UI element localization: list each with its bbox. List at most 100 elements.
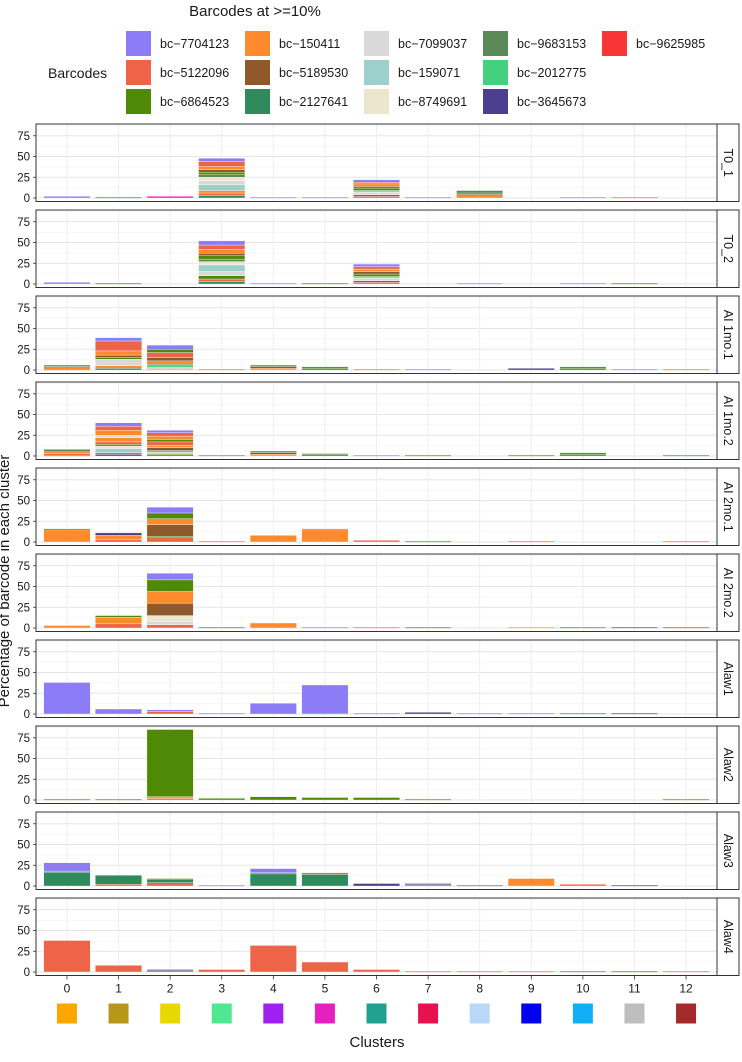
legend-swatch (245, 31, 270, 56)
bar-segment (611, 970, 658, 973)
bar-segment (95, 196, 142, 199)
legend-item-label: bc−6864523 (160, 95, 229, 109)
y-tick-label: 75 (17, 475, 30, 487)
bar-segment (95, 452, 142, 455)
bar-segment (353, 187, 400, 191)
bar-segment (249, 873, 297, 887)
bar-segment (249, 868, 297, 873)
bar-segment (353, 268, 400, 272)
bar-segment (146, 439, 194, 443)
x-tick-label: 0 (64, 982, 71, 996)
bar-segment (249, 945, 297, 973)
bar-segment (198, 244, 246, 250)
y-tick-label: 75 (17, 905, 30, 917)
legend-item-label: bc−9625985 (636, 37, 705, 51)
bar-segment (198, 884, 246, 887)
bar-segment (301, 282, 349, 285)
bar-segment (198, 454, 246, 457)
legend-swatch (483, 31, 508, 56)
cluster-color-swatch (56, 1003, 77, 1024)
y-tick-label: 0 (24, 279, 30, 291)
bar-segment (95, 875, 142, 885)
bar-segment (249, 622, 297, 629)
y-tick-label: 0 (24, 193, 30, 205)
bar-segment (198, 190, 246, 194)
bar-segment (301, 712, 349, 715)
legend-item-label: bc−9683153 (517, 37, 586, 51)
bar-segment (95, 454, 142, 457)
bar-segment (146, 882, 194, 887)
bar-segment (43, 196, 91, 199)
bar-segment (507, 454, 555, 457)
bar-segment (146, 360, 194, 365)
legend-item-label: bc−3645673 (517, 95, 586, 109)
facet-strip (716, 553, 740, 632)
x-axis: 0 1 2 3 4 5 6 7 8 9 10 11 12 (56, 975, 697, 1024)
y-tick-label: 50 (17, 324, 30, 336)
facet-strip-label: Alaw3 (721, 834, 735, 868)
legend-item-label: bc−7099037 (398, 37, 467, 51)
bar-segment (249, 364, 297, 367)
bar-segment (43, 282, 91, 285)
bar-segment (301, 684, 349, 714)
bar-segment (662, 798, 710, 801)
bar-segment (95, 539, 142, 543)
bar-segment (198, 626, 246, 629)
bar-segment (43, 798, 91, 801)
bar-segment (249, 872, 297, 875)
x-tick-label: 6 (373, 982, 380, 996)
bar-segment (198, 258, 246, 262)
bar-segment (353, 263, 400, 267)
bar-segment (611, 196, 658, 199)
y-tick-label: 0 (24, 967, 30, 979)
bar-segment (404, 970, 452, 973)
bar-segment (146, 441, 194, 446)
legend-swatch (483, 60, 508, 85)
bar-segment (95, 340, 142, 352)
bar-segment (559, 368, 607, 371)
facet-panels: 0 25 50 75 T0_1 0 25 50 75 T0_2 0 25 50 75 AI 1mo.1 0 25… (17, 123, 740, 979)
facet-panel: 0 25 50 75 Alaw2 (17, 725, 740, 807)
bar-segment (95, 965, 142, 973)
bar-segment (198, 540, 246, 543)
facet-strip (716, 467, 740, 546)
bar-segment (353, 278, 400, 281)
bar-segment (198, 278, 246, 282)
legend-item-label: bc−150411 (279, 37, 340, 51)
bar-segment (662, 368, 710, 371)
bar-segment (249, 282, 297, 285)
bar-segment (456, 282, 504, 285)
y-tick-label: 50 (17, 582, 30, 594)
facet-strip-label: T0_2 (721, 235, 735, 264)
bar-segment (146, 579, 194, 592)
y-tick-label: 25 (17, 860, 30, 872)
bar-segment (95, 422, 142, 427)
facet-strip-label: Alaw4 (721, 920, 735, 954)
bar-segment (456, 190, 504, 194)
bar-segment (301, 196, 349, 199)
bar-segment (198, 169, 246, 173)
bar-segment (43, 528, 91, 531)
bar-segment (95, 425, 142, 431)
bar-segment (146, 878, 194, 880)
bar-segment (507, 712, 555, 715)
bar-segment (146, 451, 194, 455)
bar-segment (353, 266, 400, 270)
x-tick-label: 4 (270, 982, 277, 996)
y-tick-label: 25 (17, 344, 30, 356)
bar-segment (146, 450, 194, 453)
y-tick-label: 0 (24, 709, 30, 721)
y-tick-label: 25 (17, 688, 30, 700)
bar-segment (146, 435, 194, 440)
bar-segment (95, 884, 142, 887)
bar-segment (559, 712, 607, 715)
bar-segment (198, 240, 246, 246)
bar-segment (456, 192, 504, 195)
facet-strip (716, 209, 740, 288)
facet-panel: 0 25 50 75 AI 2mo.1 (17, 467, 740, 549)
facet-strip (716, 897, 740, 976)
cluster-color-swatch (160, 1003, 181, 1024)
bar-segment (198, 177, 246, 181)
bar-segment (95, 368, 142, 371)
bar-segment (198, 271, 246, 276)
